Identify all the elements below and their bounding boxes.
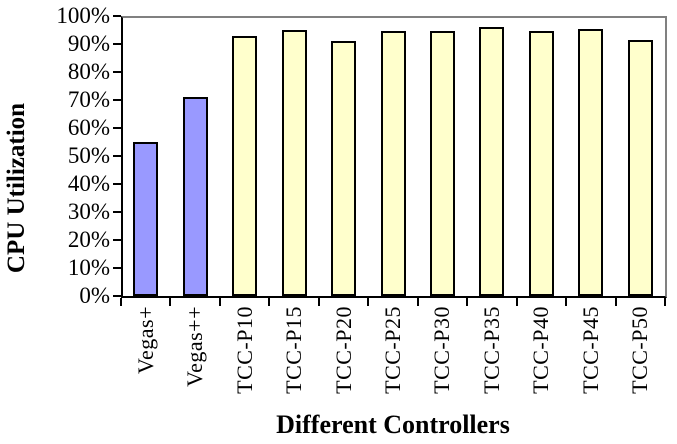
x-axis-tick-mark xyxy=(218,298,221,306)
x-axis-category-label: TCC-P35 xyxy=(479,306,504,394)
x-axis-tick-mark xyxy=(565,298,568,306)
y-axis-tick-label: 40% xyxy=(67,171,110,196)
y-axis-tick-mark xyxy=(113,155,121,157)
y-axis-tick-mark xyxy=(113,127,121,129)
bar-tcc-p45 xyxy=(578,29,603,296)
x-axis-category-label: TCC-P25 xyxy=(380,306,405,394)
plot-area xyxy=(121,16,667,298)
x-axis-category-label: TCC-P40 xyxy=(528,306,553,394)
x-axis-category-label: Vegas++ xyxy=(182,306,207,387)
x-axis-category-label: TCC-P50 xyxy=(627,306,652,394)
y-axis-tick-label: 30% xyxy=(67,199,110,224)
y-axis-tick-label: 70% xyxy=(67,87,110,112)
y-axis-tick-mark xyxy=(113,267,121,269)
bar-vegas-plus xyxy=(133,142,158,296)
x-axis-tick-mark xyxy=(268,298,271,306)
y-axis-tick-label: 0% xyxy=(79,283,110,308)
y-axis-tick-mark xyxy=(113,99,121,101)
x-axis-category-label: TCC-P45 xyxy=(578,306,603,394)
x-axis-category-label: TCC-P10 xyxy=(232,306,257,394)
x-axis-tick-mark xyxy=(416,298,419,306)
x-axis-tick-mark xyxy=(367,298,370,306)
x-axis-tick-mark xyxy=(120,298,122,306)
y-axis-tick-label: 90% xyxy=(67,31,110,56)
y-axis-tick-label: 80% xyxy=(67,59,110,84)
x-axis-category-label: TCC-P15 xyxy=(281,306,306,394)
y-axis-tick-label: 50% xyxy=(67,143,110,168)
bar-tcc-p35 xyxy=(479,27,504,296)
y-axis-tick-mark xyxy=(113,43,121,45)
y-axis-tick-mark xyxy=(113,71,121,73)
y-axis-tick-mark xyxy=(113,183,121,185)
y-axis-tick-label: 10% xyxy=(67,255,110,280)
x-axis-tick-mark xyxy=(466,298,469,306)
y-axis-tick-mark xyxy=(113,15,121,17)
x-axis-tick-mark xyxy=(515,298,518,306)
bar-tcc-p50 xyxy=(628,40,653,296)
x-axis-category-label: TCC-P20 xyxy=(331,306,356,394)
x-axis-category-label: Vegas+ xyxy=(133,306,158,374)
y-axis-tick-mark xyxy=(113,295,121,297)
y-axis-tick-mark xyxy=(113,211,121,213)
x-axis-tick-mark xyxy=(169,298,172,306)
x-axis-title: Different Controllers xyxy=(276,410,510,439)
bar-tcc-p40 xyxy=(529,31,554,296)
y-axis-tick-label: 100% xyxy=(56,3,110,28)
bar-tcc-p30 xyxy=(430,31,455,296)
y-axis-tick-label: 60% xyxy=(67,115,110,140)
bar-tcc-p10 xyxy=(232,36,257,296)
bar-tcc-p25 xyxy=(381,31,406,296)
x-axis-category-label: TCC-P30 xyxy=(429,306,454,394)
bar-tcc-p20 xyxy=(331,41,356,296)
y-axis-tick-label: 20% xyxy=(67,227,110,252)
bar-tcc-p15 xyxy=(282,30,307,296)
x-axis-tick-mark xyxy=(317,298,320,306)
y-axis-tick-mark xyxy=(113,239,121,241)
x-axis-tick-mark xyxy=(614,298,617,306)
x-axis-tick-mark xyxy=(664,298,666,306)
bar-vegas-plus-plus xyxy=(183,97,208,296)
